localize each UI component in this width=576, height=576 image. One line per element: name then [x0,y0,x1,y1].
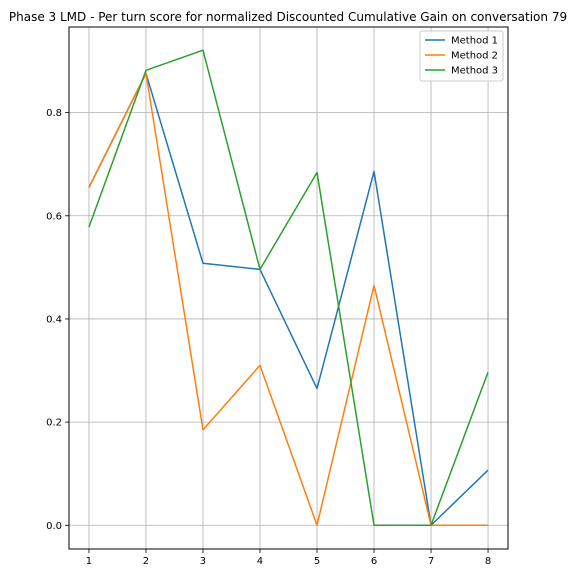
legend-label-method-3: Method 3 [451,66,498,77]
series-line-method-1 [88,72,489,527]
series-line-method-2 [88,72,489,527]
legend: Method 1 Method 2 Method 3 [419,30,504,82]
x-tick-label: 7 [428,556,434,567]
x-tick-label: 1 [86,556,92,567]
legend-box [419,30,504,82]
series-line-method-3 [88,49,489,527]
y-tick-label: 0.2 [46,418,62,429]
axis-ticks: 1 2 3 4 5 6 7 8 0.0 0.2 0.4 0.6 0.8 [46,108,491,567]
x-tick-label: 6 [371,556,377,567]
x-tick-label: 5 [314,556,320,567]
series-lines [88,49,489,527]
y-tick-label: 0.4 [46,314,62,325]
legend-label-method-2: Method 2 [451,51,498,62]
x-tick-label: 8 [485,556,491,567]
y-tick-label: 0.0 [46,521,62,532]
plot-frame [68,26,509,550]
x-tick-label: 3 [200,556,206,567]
x-tick-label: 2 [143,556,149,567]
y-tick-label: 0.6 [46,211,62,222]
x-tick-label: 4 [257,556,263,567]
y-tick-label: 0.8 [46,108,62,119]
legend-label-method-1: Method 1 [451,36,498,47]
chart-title: Phase 3 LMD - Per turn score for normali… [9,10,567,24]
grid [69,27,508,549]
